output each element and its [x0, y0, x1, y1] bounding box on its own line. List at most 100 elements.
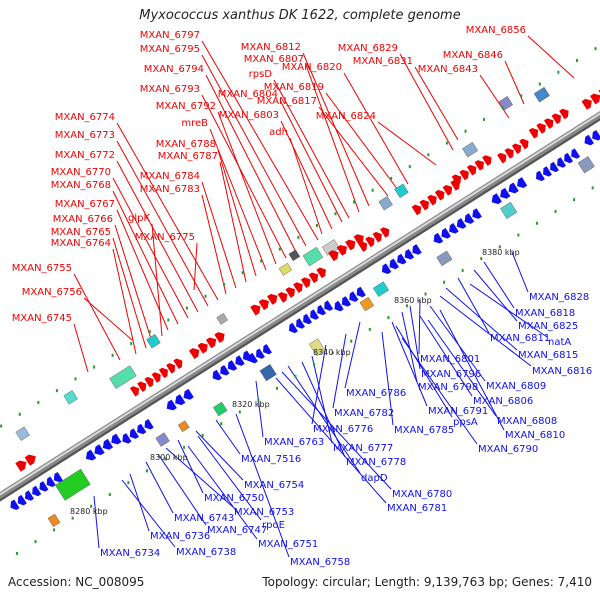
scale-tick	[183, 445, 186, 449]
feature-box	[500, 201, 518, 219]
reverse-gene-label: MXAN_6778	[346, 457, 406, 468]
reverse-gene-label: natA	[548, 337, 571, 348]
reverse-gene-arrow	[324, 300, 334, 311]
forward-gene-label: MXAN_6775	[135, 232, 195, 243]
reverse-gene-label: MXAN_6763	[264, 437, 324, 448]
reverse-gene-label: MXAN_6736	[150, 531, 210, 542]
forward-gene-arrow	[158, 367, 168, 379]
label-leader-line	[112, 177, 189, 319]
feature-box	[359, 296, 374, 312]
scale-tick	[71, 516, 74, 520]
scale-tick	[130, 341, 133, 345]
forward-gene-arrow	[581, 98, 592, 110]
scale-tick	[517, 233, 520, 237]
reverse-gene-arrow	[571, 148, 581, 159]
scale-tick	[108, 492, 111, 496]
label-leader-line	[217, 111, 277, 265]
reverse-gene-label: MXAN_6750	[204, 493, 264, 504]
reverse-gene-label: MXAN_6753	[234, 507, 294, 518]
scale-tick	[368, 327, 371, 331]
reverse-gene-label: MXAN_6781	[387, 503, 447, 514]
forward-gene-arrow	[285, 287, 295, 298]
reverse-gene-arrow	[10, 499, 20, 510]
reverse-gene-label: MXAN_6796	[421, 369, 481, 380]
forward-gene-label: MXAN_6812	[241, 42, 301, 53]
reverse-gene-arrow	[536, 170, 545, 182]
scale-tick	[313, 363, 316, 367]
forward-gene-arrow	[365, 236, 375, 248]
forward-gene-label: mreB	[181, 118, 208, 129]
label-leader-line	[165, 447, 234, 508]
reverse-gene-arrow	[433, 232, 444, 244]
scale-tick	[483, 117, 486, 121]
scale-tick	[445, 141, 448, 145]
reverse-gene-arrow	[472, 208, 482, 219]
scale-layer: 8280 kbp 8300 kbp 8320 kbp 8340 kbp 8360 kbp…	[70, 248, 520, 516]
forward-gene-arrow	[482, 155, 492, 166]
label-leader-line	[343, 72, 409, 185]
accession-text: Accession: NC_008095	[8, 575, 145, 589]
forward-gene-label: MXAN_6788	[156, 139, 216, 150]
reverse-gene-arrow	[46, 476, 56, 488]
label-leader-line	[275, 377, 387, 504]
forward-gene-label: MXAN_6756	[22, 287, 82, 298]
feature-box	[146, 334, 161, 349]
feature-layer	[15, 86, 595, 528]
scale-tick	[275, 386, 278, 390]
reverse-gene-label: MXAN_6754	[244, 480, 304, 491]
reverse-gene-arrow	[256, 348, 265, 359]
forward-gene-label: MXAN_6797	[140, 30, 200, 41]
reverse-gene-arrow	[516, 177, 528, 188]
label-leader-line	[289, 137, 323, 235]
feature-box	[498, 96, 513, 111]
forward-gene-label: MXAN_6764	[51, 238, 111, 249]
feature-box	[212, 401, 228, 417]
forward-gene-label: MXAN_6831	[353, 56, 413, 67]
label-leader-line	[121, 479, 176, 548]
reverse-gene-label: MXAN_6811	[490, 333, 550, 344]
label-leader-line	[73, 273, 121, 361]
backbone-highlight	[0, 112, 600, 496]
forward-gene-label: MXAN_6804	[218, 89, 278, 100]
label-leader-line	[344, 321, 361, 389]
scale-tick	[575, 58, 578, 62]
feature-box	[109, 365, 137, 389]
scale-tick	[557, 70, 560, 74]
scale-tick	[353, 200, 356, 204]
reverse-gene-arrow	[464, 213, 475, 224]
label-leader-line	[83, 297, 133, 341]
label-leader-line	[395, 325, 453, 418]
forward-gene-label: MXAN_6856	[466, 25, 526, 36]
label-leader-line	[219, 161, 247, 283]
forward-gene-label: MXAN_6794	[144, 64, 204, 75]
scale-tick	[443, 280, 446, 284]
forward-gene-label: MXAN_6807	[244, 54, 304, 65]
reverse-gene-arrow	[584, 134, 594, 146]
feature-box	[378, 196, 393, 211]
backbone-layer	[0, 110, 600, 502]
scale-tick	[15, 551, 18, 555]
scale-tick	[594, 47, 597, 51]
label-leader-line	[151, 223, 163, 337]
label-leader-line	[305, 64, 360, 213]
forward-gene-arrow	[205, 337, 217, 349]
reverse-gene-label: MXAN_6780	[392, 489, 452, 500]
label-leader-line	[280, 120, 333, 230]
label-leader-line	[457, 277, 490, 334]
scale-tick	[390, 176, 393, 180]
feature-box	[55, 468, 91, 501]
forward-gene-arrow	[451, 174, 462, 186]
scale-tick	[260, 259, 263, 263]
reverse-gene-arrow	[94, 444, 105, 456]
label-leader-line	[318, 106, 389, 197]
scale-tick	[350, 339, 353, 343]
forward-gene-arrow	[419, 199, 429, 211]
scale-tick	[0, 424, 3, 428]
arrow-layer	[10, 88, 600, 510]
reverse-gene-arrow	[263, 343, 272, 355]
forward-gene-label: MXAN_6755	[12, 263, 72, 274]
scale-tick	[34, 540, 37, 544]
reverse-gene-arrow	[564, 152, 574, 164]
reverse-gene-arrow	[53, 471, 63, 483]
reverse-gene-arrow	[85, 449, 97, 461]
